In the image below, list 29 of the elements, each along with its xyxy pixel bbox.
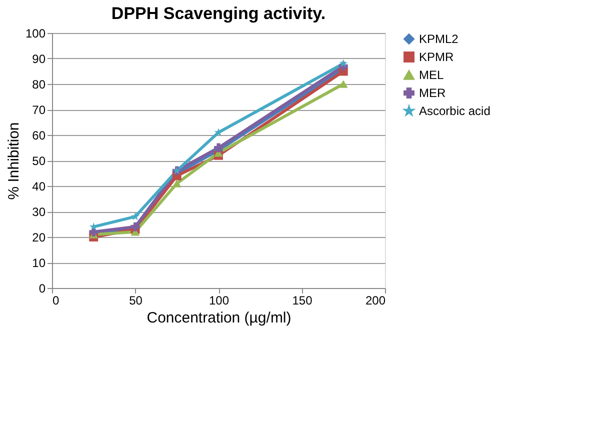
y-tick-label: 30 [32, 205, 46, 219]
x-tick-label: 100 [208, 294, 230, 308]
legend-label: Ascorbic acid [419, 104, 490, 118]
x-tick-label: 50 [129, 294, 143, 308]
y-tick-label: 70 [32, 103, 46, 117]
y-tick-label: 40 [32, 180, 46, 194]
y-axis-title: % Inhibition [5, 122, 22, 200]
point [338, 80, 348, 88]
legend-label: KPML2 [419, 32, 459, 46]
y-tick-label: 80 [32, 78, 46, 92]
y-tick-label: 0 [38, 282, 46, 296]
y-tick-label: 90 [32, 52, 46, 66]
legend-label: KPMR [419, 50, 454, 64]
x-tick-label: 200 [365, 294, 386, 308]
legend-label: MER [419, 86, 446, 100]
y-tick-label: 10 [32, 256, 46, 270]
y-tick-label: 60 [32, 128, 46, 142]
point [131, 212, 140, 220]
chart-title: DPPH Scavenging activity. [111, 4, 326, 23]
point [130, 222, 140, 232]
y-tick-label: 50 [32, 154, 46, 168]
y-tick-label: 100 [25, 26, 46, 40]
point [214, 143, 223, 152]
point [339, 59, 348, 68]
x-tick-label: 0 [52, 294, 60, 308]
legend-label: MEL [419, 68, 444, 82]
y-tick-label: 20 [32, 230, 46, 244]
x-axis-title: Concentration (µg/ml) [146, 310, 292, 326]
x-tick-label: 150 [292, 294, 313, 308]
